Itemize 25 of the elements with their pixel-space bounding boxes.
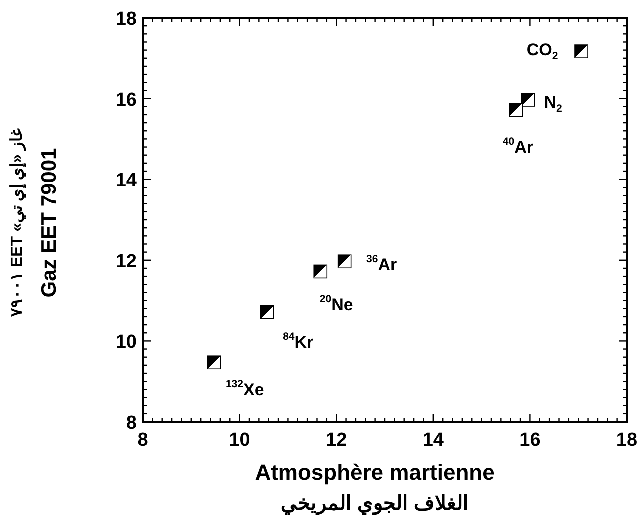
x-tick-label: 16 — [520, 430, 541, 451]
annotation: N$_{2}$ — [544, 93, 562, 116]
x-tick-label: 10 — [229, 430, 250, 451]
annotation: $^{20}$Ne — [320, 294, 354, 315]
point — [521, 93, 536, 107]
x-tick-label: 12 — [326, 430, 348, 451]
annotation: $^{84}$Kr — [283, 331, 314, 352]
y-tick-label: 16 — [116, 90, 137, 111]
y-tick-label: 12 — [116, 251, 137, 272]
point — [509, 103, 524, 118]
annotation: $^{36}$Ar — [366, 254, 398, 275]
point — [260, 305, 274, 320]
x-tick-label: 14 — [422, 430, 444, 451]
annotation: CO$_{2}$ — [526, 40, 558, 63]
y-tick-label: 18 — [116, 9, 137, 30]
x-tick-label: 18 — [616, 430, 637, 451]
y-tick-label: 8 — [126, 413, 137, 434]
point — [338, 254, 352, 269]
point — [314, 264, 328, 279]
y-tick-label: 14 — [116, 170, 138, 192]
annotation: $^{40}$Ar — [502, 136, 534, 158]
y-tick-label: 10 — [116, 332, 137, 354]
annotation: $^{132}$Xe — [226, 378, 264, 400]
point — [207, 356, 222, 370]
point — [574, 44, 588, 58]
